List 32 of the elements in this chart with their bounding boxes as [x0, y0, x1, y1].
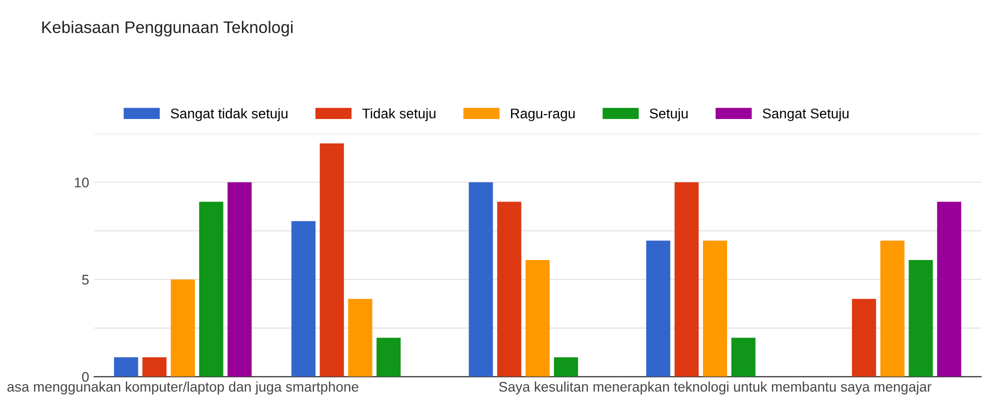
bar: [702, 240, 728, 377]
bar: [114, 357, 138, 377]
bar: [376, 338, 401, 377]
bar: [852, 298, 876, 377]
bar: [291, 221, 316, 377]
bar: [554, 357, 578, 377]
bar: [170, 279, 195, 377]
bar: [228, 182, 252, 377]
legend-label: Sangat Setuju: [762, 108, 848, 122]
x-tick-label: Saya kesulitan menerapkan teknologi untuk membantu saya mengajar: [499, 382, 932, 394]
legend-label: Sangat tidak setuju: [170, 108, 288, 122]
bar: [199, 202, 224, 377]
bar: [674, 182, 699, 377]
legend-label: Tidak setuju: [362, 108, 436, 122]
bar: [908, 260, 933, 377]
chart-title: Kebiasaan Penggunaan Teknologi: [42, 20, 292, 36]
bar: [731, 338, 756, 377]
legend-label: Setuju: [650, 108, 688, 122]
bar: [348, 298, 372, 377]
bar: [880, 240, 904, 377]
x-tick-label: asa menggunakan komputer/laptop dan juga smartphone: [7, 382, 358, 394]
bar: [646, 240, 670, 377]
bar: [468, 182, 493, 377]
y-tick-label: 5: [82, 274, 89, 285]
bar: [497, 202, 522, 377]
legend-label: Ragu-ragu: [511, 108, 575, 122]
bar: [320, 143, 344, 377]
bar: [526, 260, 550, 377]
y-tick-label: 10: [74, 178, 89, 188]
bar: [937, 202, 962, 377]
bar: [142, 357, 167, 377]
y-tick-label: 0: [82, 372, 89, 382]
